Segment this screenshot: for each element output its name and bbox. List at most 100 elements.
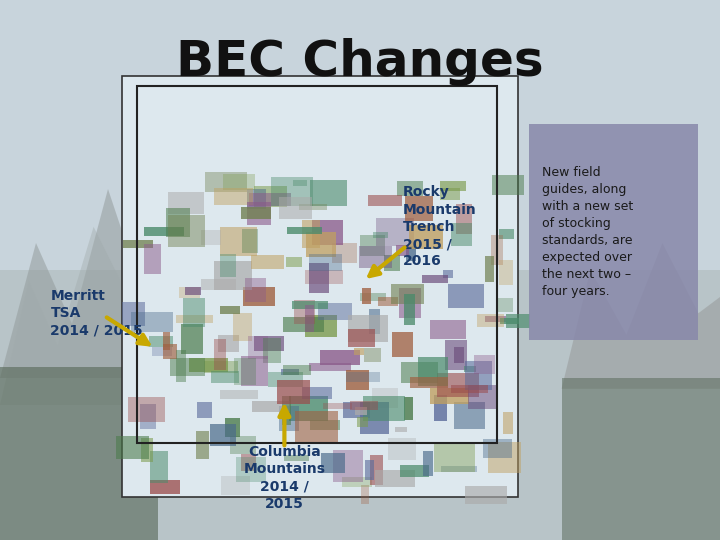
Bar xyxy=(0,270,720,540)
Bar xyxy=(448,284,484,308)
Bar xyxy=(197,402,212,418)
Bar xyxy=(410,376,448,388)
Bar xyxy=(392,284,423,304)
Bar xyxy=(357,417,368,427)
Bar xyxy=(375,470,415,487)
Bar xyxy=(220,476,250,495)
Bar xyxy=(294,411,338,442)
Bar xyxy=(284,455,309,461)
Bar xyxy=(483,439,512,458)
Bar xyxy=(130,312,173,332)
Bar xyxy=(443,270,453,278)
Bar xyxy=(487,442,521,473)
Bar xyxy=(405,294,415,325)
FancyBboxPatch shape xyxy=(122,76,518,497)
Bar xyxy=(506,314,530,328)
Bar xyxy=(218,335,239,352)
Bar xyxy=(400,464,429,477)
Bar xyxy=(251,401,290,412)
Bar xyxy=(440,188,459,200)
Bar xyxy=(360,402,389,434)
Bar xyxy=(350,401,378,410)
Bar xyxy=(220,254,236,276)
Bar xyxy=(302,387,333,399)
Bar xyxy=(163,343,178,359)
Bar xyxy=(364,348,382,362)
Bar xyxy=(284,316,325,332)
Bar xyxy=(346,372,380,382)
Bar xyxy=(474,355,495,374)
Bar xyxy=(247,189,266,208)
Bar xyxy=(310,420,341,430)
Bar xyxy=(360,235,385,256)
Bar xyxy=(309,262,329,293)
Bar xyxy=(465,361,492,390)
Bar xyxy=(181,325,203,354)
Bar xyxy=(498,260,513,285)
Bar xyxy=(183,298,205,327)
Bar xyxy=(144,227,184,235)
Bar xyxy=(309,363,351,372)
Bar xyxy=(332,244,357,263)
Bar xyxy=(464,486,507,504)
Bar xyxy=(492,235,503,265)
Bar xyxy=(299,204,327,210)
Bar xyxy=(418,357,448,386)
Bar xyxy=(214,188,253,205)
Bar xyxy=(562,378,720,540)
Bar xyxy=(440,181,466,191)
Bar xyxy=(323,403,351,409)
Bar xyxy=(405,397,413,420)
Bar xyxy=(454,347,464,362)
Bar xyxy=(359,293,386,301)
Bar xyxy=(348,315,387,342)
Bar xyxy=(305,270,343,284)
Bar xyxy=(170,357,205,376)
Bar xyxy=(376,218,414,246)
Bar xyxy=(451,223,472,246)
Bar xyxy=(397,181,423,195)
Polygon shape xyxy=(0,227,137,405)
Bar xyxy=(247,202,271,225)
Polygon shape xyxy=(0,189,144,378)
Bar xyxy=(140,404,156,429)
Text: Merritt
TSA
2014 / 2015: Merritt TSA 2014 / 2015 xyxy=(50,289,143,338)
Bar xyxy=(243,287,275,306)
Bar xyxy=(456,204,472,234)
Bar xyxy=(451,384,488,393)
Bar xyxy=(430,320,467,339)
Bar xyxy=(283,366,310,375)
Bar xyxy=(245,278,266,301)
Bar xyxy=(343,402,370,418)
Bar xyxy=(287,227,322,234)
Bar xyxy=(378,298,398,306)
Bar xyxy=(235,457,266,482)
Bar xyxy=(406,246,416,261)
Bar xyxy=(282,369,299,375)
Bar xyxy=(423,450,433,476)
Bar xyxy=(468,385,496,409)
Bar xyxy=(361,485,369,504)
Bar xyxy=(477,314,504,327)
Bar xyxy=(0,0,720,270)
Bar xyxy=(500,318,519,325)
Bar xyxy=(369,309,379,334)
Bar xyxy=(399,288,421,318)
FancyBboxPatch shape xyxy=(529,124,698,340)
Bar xyxy=(395,427,408,433)
Bar xyxy=(141,438,153,462)
Bar xyxy=(196,431,209,459)
Bar xyxy=(293,180,307,186)
Bar xyxy=(176,315,213,322)
Bar xyxy=(220,227,257,255)
Bar xyxy=(310,180,348,206)
Bar xyxy=(422,275,449,282)
Bar xyxy=(289,396,328,421)
Bar xyxy=(168,192,204,214)
Bar xyxy=(122,302,145,326)
Bar xyxy=(128,396,165,422)
Bar xyxy=(359,246,392,268)
Bar xyxy=(306,232,336,257)
Bar xyxy=(241,207,271,219)
Bar xyxy=(150,480,180,494)
